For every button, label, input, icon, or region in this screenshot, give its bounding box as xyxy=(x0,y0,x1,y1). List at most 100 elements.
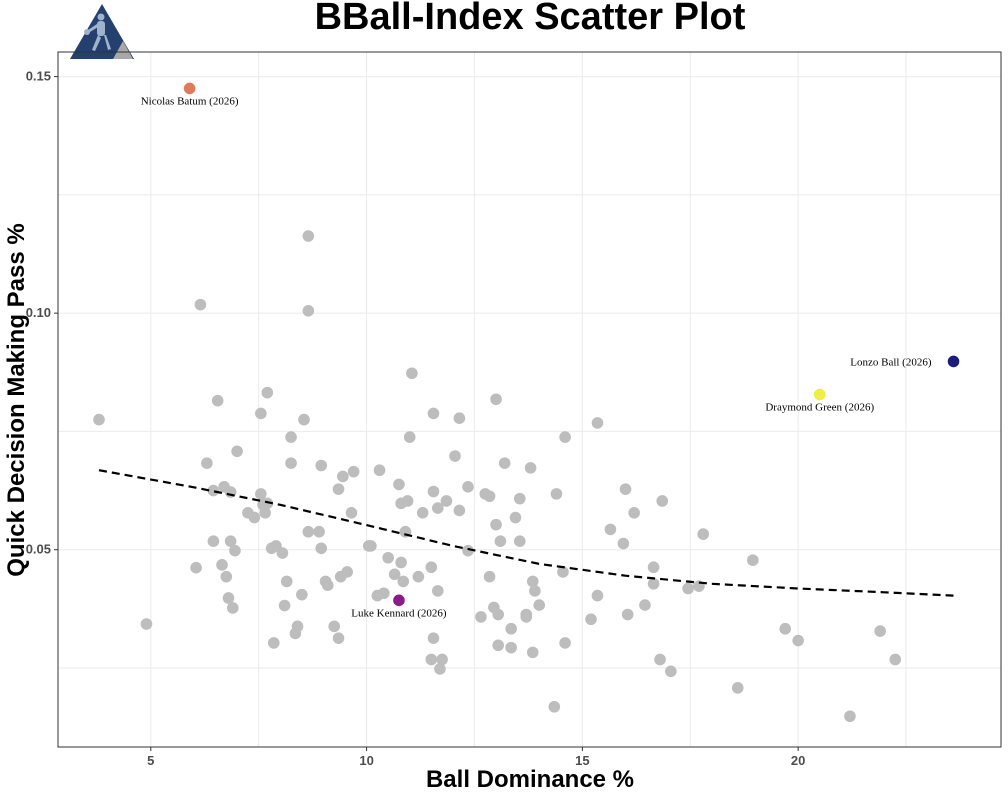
data-point xyxy=(453,504,466,517)
data-point xyxy=(285,457,297,469)
y-tick-label: 0.15 xyxy=(26,69,51,84)
data-point xyxy=(779,622,792,635)
data-point xyxy=(302,525,315,538)
data-point xyxy=(619,483,632,495)
x-tick-label: 15 xyxy=(575,753,589,768)
data-point xyxy=(682,582,694,595)
data-point xyxy=(498,457,511,469)
data-point xyxy=(388,568,401,581)
data-point xyxy=(509,511,522,524)
highlighted-point xyxy=(947,355,960,368)
data-point xyxy=(207,484,220,497)
chart-title: BBall-Index Scatter Plot xyxy=(314,0,746,38)
data-point xyxy=(226,602,239,614)
data-point xyxy=(492,639,505,652)
highlighted-point xyxy=(183,82,196,95)
data-point xyxy=(621,608,634,621)
point-annotation: Nicolas Batum (2026) xyxy=(141,95,239,107)
data-point xyxy=(416,507,429,519)
data-point xyxy=(201,457,213,469)
data-point xyxy=(526,575,539,588)
data-point xyxy=(382,551,394,564)
data-point xyxy=(412,570,425,583)
data-point xyxy=(401,495,414,507)
data-point xyxy=(550,488,563,500)
data-point xyxy=(505,641,517,654)
data-point xyxy=(792,634,804,647)
data-point xyxy=(427,407,440,420)
data-point xyxy=(321,579,334,591)
data-point xyxy=(431,502,444,514)
data-point xyxy=(513,492,526,505)
data-point xyxy=(557,566,569,578)
data-point xyxy=(395,556,407,569)
data-point xyxy=(559,431,571,443)
data-point xyxy=(665,665,677,678)
data-point xyxy=(216,559,228,571)
data-point xyxy=(431,585,444,597)
data-point xyxy=(315,459,328,472)
data-point xyxy=(285,431,297,443)
data-point xyxy=(332,632,345,644)
grid-lines xyxy=(58,52,1001,747)
data-point xyxy=(224,535,237,547)
data-point xyxy=(315,542,328,555)
data-point xyxy=(483,570,496,583)
y-tick-label: 0.05 xyxy=(26,542,51,557)
data-point xyxy=(276,547,289,559)
data-point xyxy=(490,393,502,406)
data-point xyxy=(462,480,474,493)
data-point xyxy=(427,632,440,644)
data-point xyxy=(347,465,360,478)
data-point xyxy=(378,587,390,600)
data-point xyxy=(231,445,243,458)
data-point xyxy=(548,700,561,713)
data-point xyxy=(332,483,345,495)
data-point xyxy=(248,511,261,524)
data-point xyxy=(434,663,446,675)
data-point xyxy=(889,653,902,666)
data-point xyxy=(425,561,438,574)
highlighted-point xyxy=(393,594,405,607)
data-point xyxy=(211,394,224,407)
data-point xyxy=(278,599,291,612)
data-point xyxy=(453,412,466,424)
data-point xyxy=(291,620,304,633)
data-point xyxy=(654,653,666,666)
data-point xyxy=(647,577,660,590)
data-point xyxy=(591,417,604,429)
point-annotation: Lonzo Ball (2026) xyxy=(850,356,932,368)
data-point xyxy=(261,386,274,399)
data-point xyxy=(604,523,617,536)
data-point xyxy=(220,570,233,583)
y-tick-label: 0.10 xyxy=(26,305,51,320)
data-point xyxy=(224,486,237,498)
data-point xyxy=(373,464,386,477)
data-point xyxy=(874,625,886,637)
data-point xyxy=(328,620,341,633)
data-point xyxy=(647,561,660,574)
data-point xyxy=(462,544,474,557)
data-point xyxy=(302,304,315,317)
data-point xyxy=(656,495,669,507)
point-annotation: Draymond Green (2026) xyxy=(765,402,874,414)
data-point xyxy=(492,608,505,621)
data-point xyxy=(639,599,651,611)
data-point xyxy=(140,618,153,630)
highlighted-points: Nicolas Batum (2026) Lonzo Ball (2026) Dra… xyxy=(141,82,960,619)
highlighted-point xyxy=(813,388,826,401)
data-point xyxy=(505,622,517,635)
data-point xyxy=(190,561,202,574)
data-point xyxy=(440,495,453,507)
data-point xyxy=(585,613,597,626)
data-point xyxy=(207,535,220,547)
data-point xyxy=(255,407,267,420)
data-point xyxy=(341,566,353,578)
data-point xyxy=(365,540,377,552)
data-point xyxy=(526,646,539,659)
data-point xyxy=(267,637,280,649)
data-point xyxy=(229,544,241,557)
data-point xyxy=(559,637,571,649)
x-tick-label: 10 xyxy=(359,753,373,768)
